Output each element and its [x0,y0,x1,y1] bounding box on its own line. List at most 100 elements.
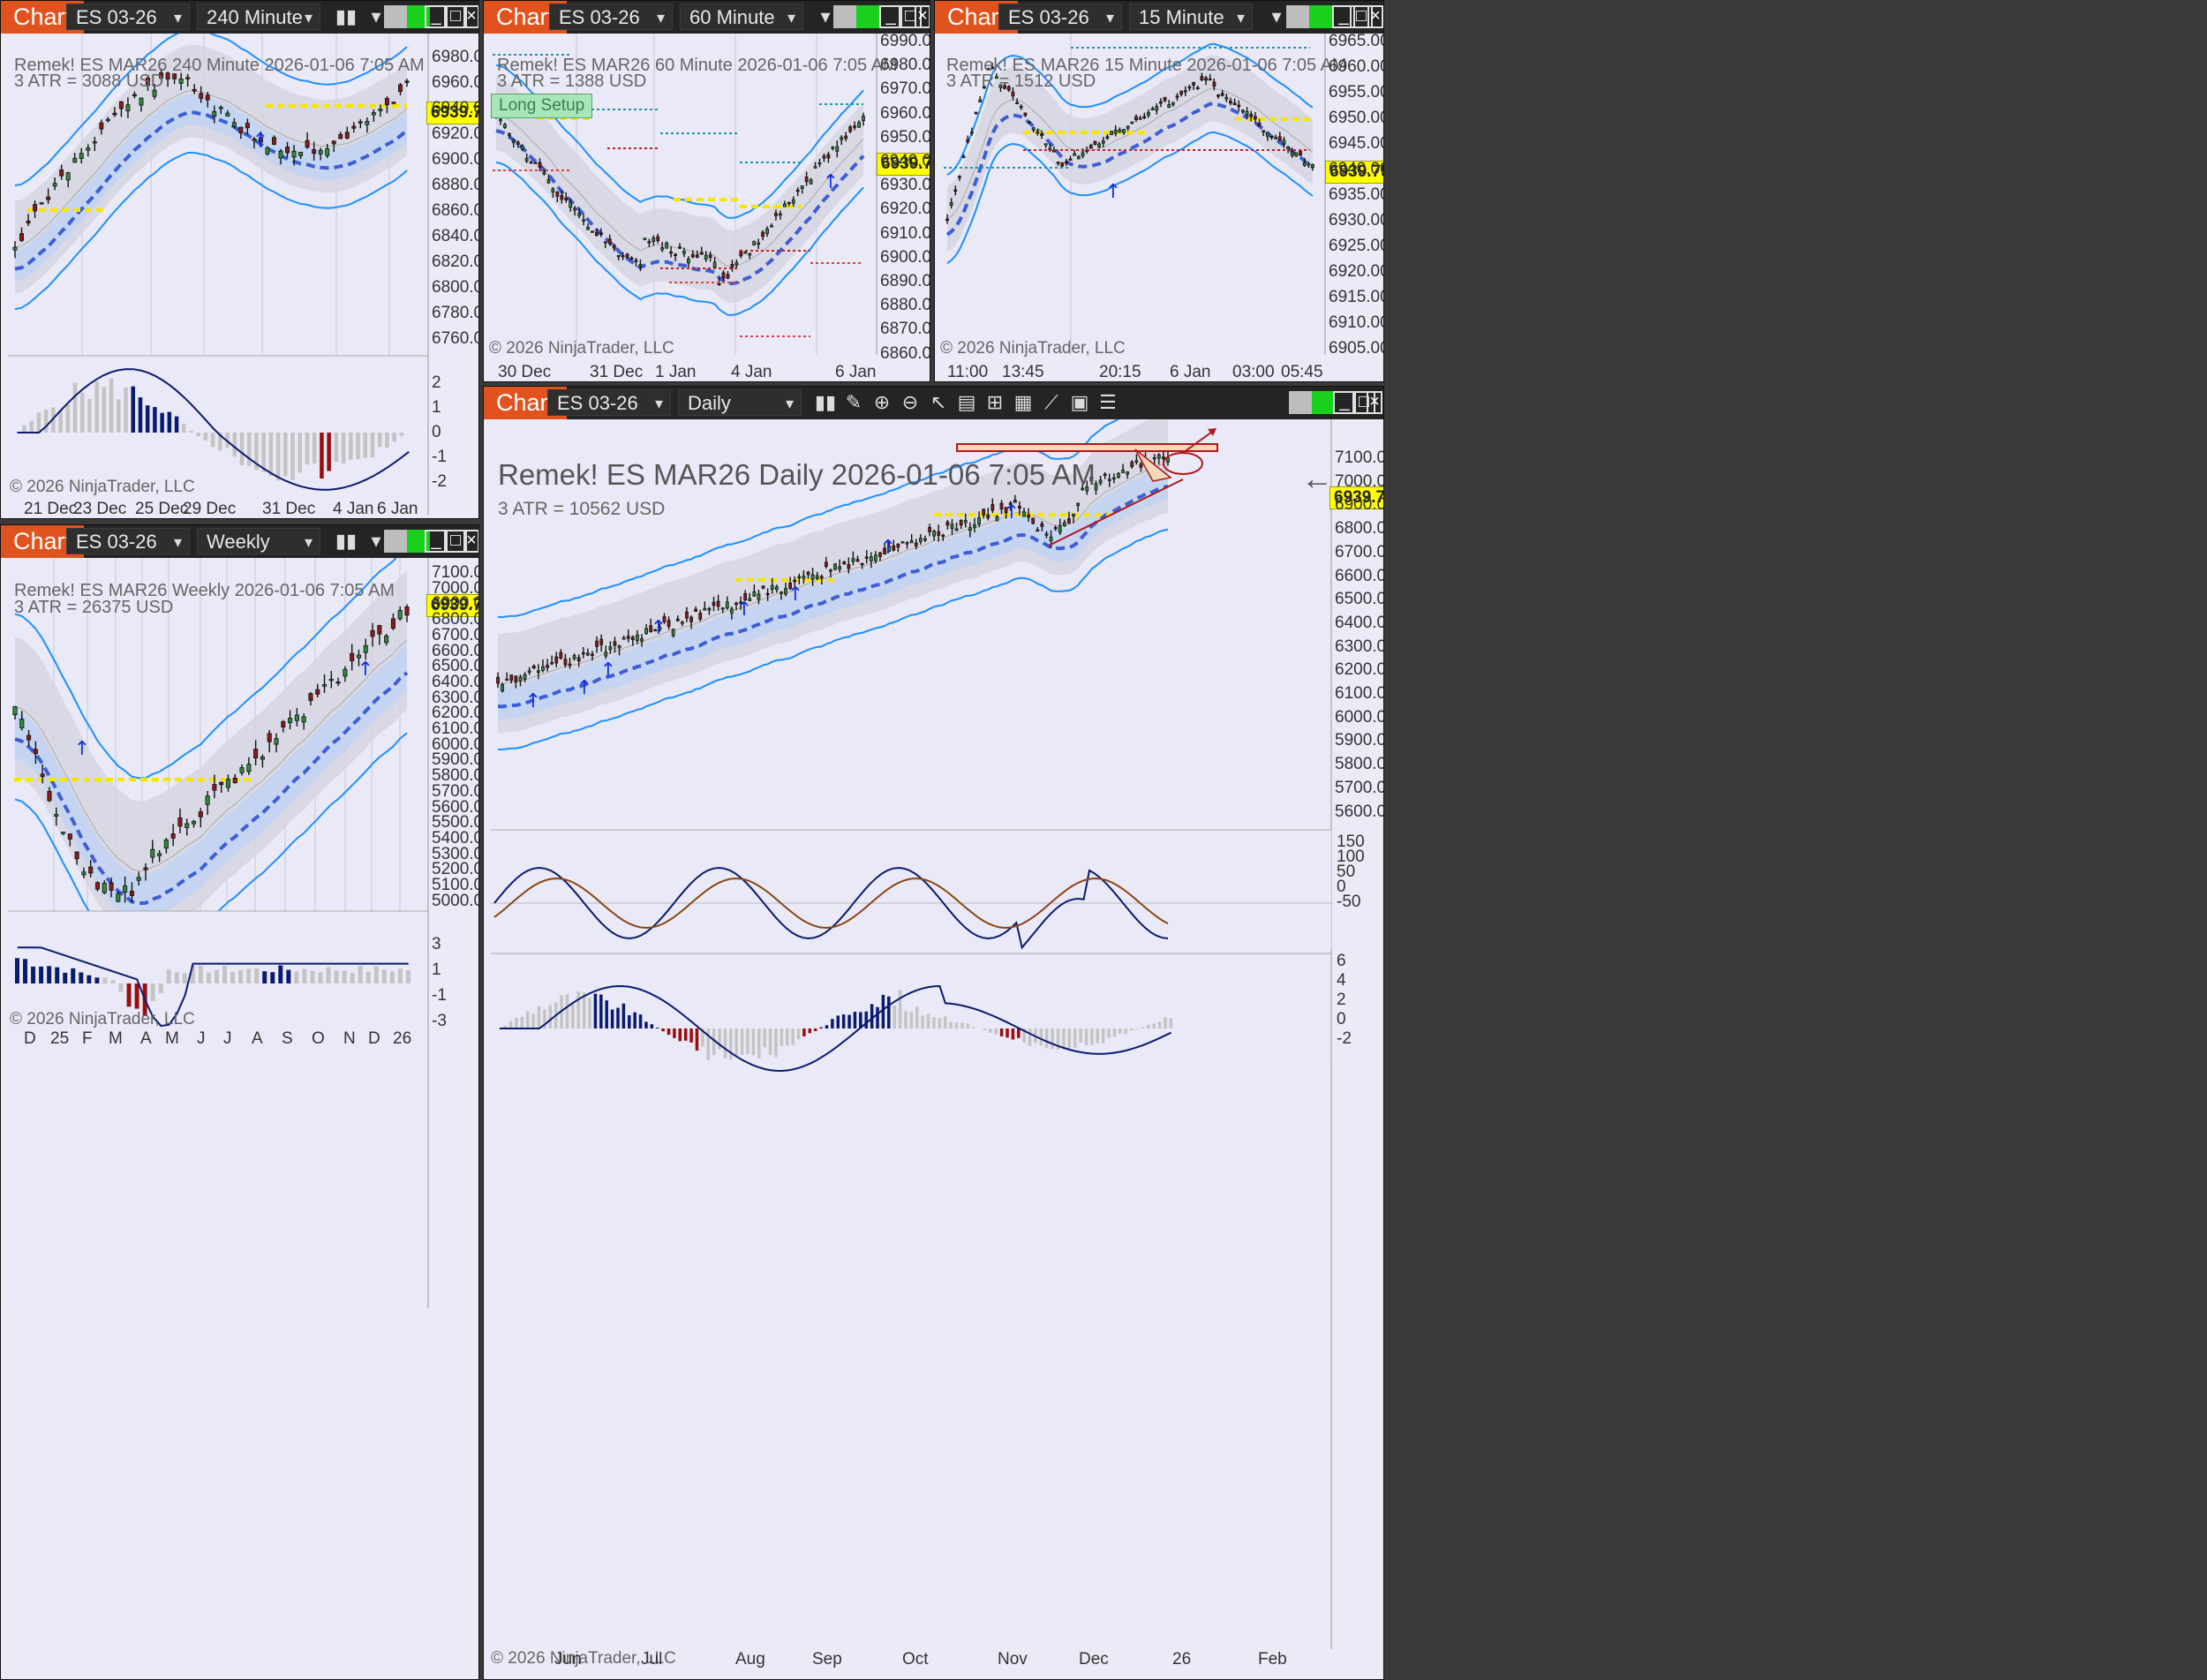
histogram-bar [31,966,36,983]
candle [26,220,31,224]
interval-select[interactable]: 240 Minute ▾ [197,4,320,30]
chart-window-60min[interactable]: Chart ES 03-26 ▾ 60 Minute ▾ ▾ _ □ × ↑ Rem… [483,0,930,382]
window-titlebar[interactable]: Chart ES 03-26 ▾ Daily ▾ ▮▮ ✎ ⊕ ⊖ ↖ ▤ ⊞ ▦ … [484,387,1383,419]
candle [118,101,124,109]
histogram-bar [1124,1028,1127,1035]
gray-link-button[interactable] [833,5,856,28]
candle [582,219,585,222]
candle [973,524,976,528]
chevron-down-icon[interactable]: ▾ [371,530,381,552]
signal-arrow-icon: ↑ [651,617,667,639]
instrument-select[interactable]: ES 03-26 ▾ [549,4,673,30]
bar-type-icon[interactable]: ▮▮ [335,530,358,552]
interval-select[interactable]: Weekly ▾ [197,528,320,554]
axis-tick-label: 5500.00 [432,813,478,832]
candle [265,147,270,154]
gray-link-button[interactable] [1289,391,1312,414]
interval-select[interactable]: 60 Minute ▾ [680,4,803,30]
chart-panel[interactable]: ↑ Remek! ES MAR26 60 Minute 2026-01-06 7… [484,32,930,381]
chart-window-15min[interactable]: Chart ES 03-26 ▾ 15 Minute ▾ ▾ _ □ × ↑ Rem… [934,0,1384,382]
candle [1245,110,1249,116]
axis-tick-label: -2 [1337,1029,1352,1048]
chart-panel[interactable]: ↑ Remek! ES MAR26 240 Minute 2026-01-06 … [1,34,478,518]
close-button[interactable]: × [1367,391,1382,414]
instrument-value: ES 03-26 [557,392,638,414]
window-titlebar[interactable]: Chart ES 03-26 ▾ 15 Minute ▾ ▾ _ □ × [935,1,1383,34]
zoom-out-icon[interactable]: ⊖ [901,391,919,413]
minimize-button[interactable]: _ [425,530,448,553]
signal-arrow-icon: ↑ [1105,181,1121,203]
minimize-button[interactable]: _ [425,5,448,28]
candle [838,566,842,570]
chevron-down-icon[interactable]: ▾ [820,5,831,27]
candle [1290,151,1294,156]
zoom-in-icon[interactable]: ⊕ [873,391,891,413]
chart-window-weekly[interactable]: Chart ES 03-26 ▾ Weekly ▾ ▮▮ ▾ _ □ × ↑ ↑ Re… [0,524,479,1680]
gray-link-button[interactable] [384,530,407,553]
instrument-select[interactable]: ES 03-26 ▾ [998,4,1122,30]
window-titlebar[interactable]: Chart ES 03-26 ▾ 240 Minute ▾ ▮▮ ▾ _ □ × [1,1,478,34]
chart-panel[interactable]: ↑ ↑ ↑ ↑ ↑ ↑ ↑ ↑ Remek! ES MAR26 Daily 2026-01-0… [484,419,1383,1679]
interval-select[interactable]: 15 Minute ▾ [1129,4,1253,30]
back-arrow-icon[interactable]: ← [1301,460,1333,496]
candle [105,118,110,122]
histogram-bar [836,1015,840,1028]
maximize-button[interactable]: □ [1350,5,1373,28]
histogram-bar [644,1021,648,1028]
candle [959,519,963,526]
candle [636,634,639,642]
histogram-bar [397,968,403,983]
close-button[interactable]: × [463,5,478,28]
candle [1118,129,1122,132]
green-link-button[interactable] [1309,5,1332,28]
candle [1056,162,1060,164]
properties-icon[interactable]: ▦ [1013,391,1033,413]
gray-link-button[interactable] [384,5,407,28]
histogram-bar [1135,1028,1139,1029]
window-titlebar[interactable]: Chart ES 03-26 ▾ Weekly ▾ ▮▮ ▾ _ □ × [1,525,478,558]
chevron-down-icon[interactable]: ▾ [371,5,381,27]
instrument-select[interactable]: ES 03-26 ▾ [547,389,671,416]
histogram-bar [206,972,211,983]
axis-tick-label: -2 [432,472,447,491]
draw-pencil-icon[interactable]: ✎ [845,391,862,413]
close-button[interactable]: × [915,5,930,28]
histogram-bar [370,433,375,458]
maximize-button[interactable]: □ [444,530,467,553]
histogram-bar [989,1028,992,1034]
template-icon[interactable]: ▣ [1070,391,1089,413]
time-tick-label: F [82,1029,93,1048]
chevron-down-icon[interactable]: ▾ [1271,5,1282,27]
mid-line [497,463,1169,684]
instrument-select[interactable]: ES 03-26 ▾ [66,528,190,554]
chart-window-daily[interactable]: Chart ES 03-26 ▾ Daily ▾ ▮▮ ✎ ⊕ ⊖ ↖ ▤ ⊞ ▦ … [483,386,1384,1680]
chart-window-240min[interactable]: Chart ES 03-26 ▾ 240 Minute ▾ ▮▮ ▾ _ □ × ↑… [0,0,479,519]
green-link-button[interactable] [1312,391,1335,414]
maximize-button[interactable]: □ [444,5,467,28]
chart-trader-icon[interactable]: ⊞ [986,391,1004,413]
data-box-icon[interactable]: ▤ [957,391,976,413]
maximize-button[interactable]: □ [899,5,922,28]
window-titlebar[interactable]: Chart ES 03-26 ▾ 60 Minute ▾ ▾ _ □ × [484,1,930,34]
candle [1158,101,1163,104]
axis-tick-label: 6780.00 [432,304,478,322]
histogram-bar [520,1016,524,1028]
gray-link-button[interactable] [1286,5,1309,28]
pointer-icon[interactable]: ↖ [930,391,947,413]
histogram-bar [938,1018,942,1028]
close-button[interactable]: × [463,530,478,553]
chart-panel[interactable]: ↑ Remek! ES MAR26 15 Minute 2026-01-06 7… [935,32,1383,381]
chart-panel[interactable]: ↑ ↑ Remek! ES MAR26 Weekly 2026-01-06 7:0… [1,558,478,1679]
minimize-button[interactable]: _ [1333,391,1356,414]
minimize-button[interactable]: _ [879,5,902,28]
candle [1274,137,1278,139]
interval-select[interactable]: Daily ▾ [678,389,802,416]
close-button[interactable]: × [1367,5,1383,28]
green-link-button[interactable] [856,5,879,28]
strategy-icon[interactable]: ⟋ [1044,391,1058,413]
minimize-button[interactable]: _ [1332,5,1355,28]
list-icon[interactable]: ☰ [1099,391,1117,413]
bar-type-icon[interactable]: ▮▮ [814,391,837,413]
bar-type-icon[interactable]: ▮▮ [335,5,358,27]
instrument-select[interactable]: ES 03-26 ▾ [66,4,190,30]
